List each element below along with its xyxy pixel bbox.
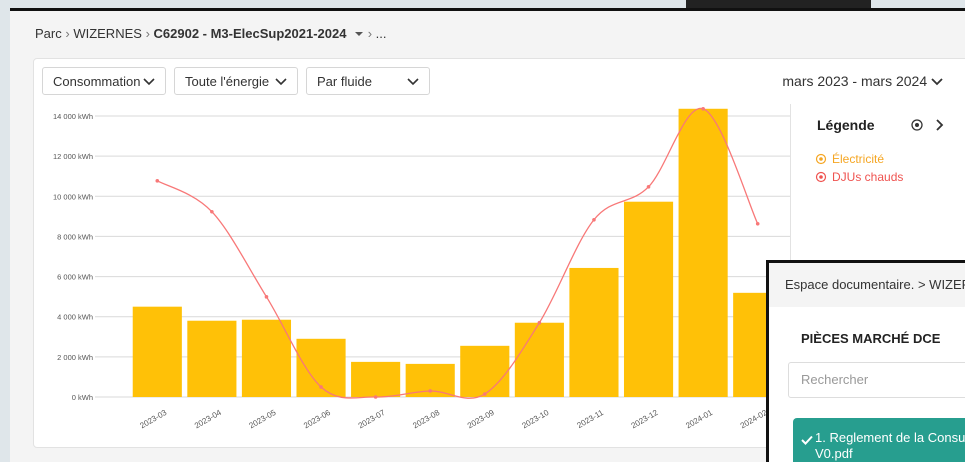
line-point: [155, 179, 160, 183]
legend-label: Électricité: [832, 152, 885, 166]
period-selector[interactable]: mars 2023 - mars 2024: [782, 73, 943, 89]
bar: [351, 361, 401, 397]
x-tick-label: 2023-09: [466, 408, 496, 431]
y-tick-label: 10 000 kWh: [53, 192, 93, 201]
bar: [132, 306, 182, 397]
line-point: [592, 217, 596, 222]
y-tick-label: 8 000 kWh: [57, 232, 93, 241]
crumb[interactable]: Parc: [35, 26, 62, 41]
line-point: [482, 392, 487, 396]
legend-label: DJUs chauds: [832, 170, 904, 184]
legend-controls[interactable]: [910, 117, 950, 133]
bar: [569, 267, 619, 397]
bar: [460, 345, 510, 397]
y-tick-label: 0 kWh: [72, 393, 93, 402]
bar: [241, 319, 292, 397]
window-edge: [686, 0, 871, 10]
dropdown[interactable]: Consommation: [42, 67, 166, 95]
bar: [187, 320, 237, 397]
crumb[interactable]: ...: [375, 26, 387, 41]
dropdown-label: Par fluide: [317, 74, 372, 89]
y-tick-label: 2 000 kWh: [57, 353, 93, 362]
line-point: [646, 185, 651, 189]
document-name: V0.pdf: [815, 446, 853, 461]
y-tick-label: 14 000 kWh: [53, 112, 93, 121]
x-tick-label: 2023-12: [630, 408, 660, 431]
documents-breadcrumb: Espace documentaire. > WIZER: [769, 263, 965, 307]
legend: Électricité DJUs chauds: [815, 150, 903, 186]
dropdown[interactable]: Toute l'énergie: [174, 67, 298, 95]
x-tick-label: 2023-06: [302, 408, 332, 431]
x-tick-label: 2023-08: [411, 408, 441, 431]
legend-title: Légende: [817, 117, 875, 133]
x-tick-label: 2024-02: [739, 408, 769, 431]
x-tick-label: 2023-05: [248, 408, 278, 431]
x-tick-label: 2023-07: [357, 408, 387, 431]
document-item[interactable]: 1. Reglement de la Consu V0.pdf: [793, 418, 965, 462]
line-point: [319, 385, 323, 389]
x-tick-label: 2023-10: [520, 408, 550, 431]
line: [156, 108, 759, 399]
line-point: [537, 320, 542, 325]
bar: [623, 201, 674, 397]
search-placeholder: Rechercher: [801, 372, 869, 387]
x-tick-label: 2023-04: [193, 408, 223, 431]
crumb[interactable]: C62902 - M3-ElecSup2021-2024: [153, 26, 347, 41]
bar: [678, 108, 728, 397]
x-tick-label: 2024-01: [684, 408, 714, 431]
line-point: [373, 395, 378, 399]
dropdown-label: Toute l'énergie: [185, 74, 270, 89]
documents-panel: Espace documentaire. > WIZER PIÈCES MARC…: [766, 260, 965, 462]
legend-icon: [815, 171, 827, 183]
line-point: [701, 106, 705, 111]
period: mars 2023 - mars 2024: [782, 73, 928, 89]
bar: [514, 322, 564, 397]
x-tick-label: 2023-03: [138, 408, 168, 431]
line-point: [428, 389, 433, 393]
legend-item[interactable]: Électricité: [815, 150, 903, 168]
y-tick-label: 12 000 kWh: [53, 152, 93, 161]
documents-title: PIÈCES MARCHÉ DCE: [801, 331, 941, 346]
search-box[interactable]: Rechercher: [788, 362, 965, 398]
x-tick-label: 2023-11: [576, 408, 606, 430]
document-name: 1. Reglement de la Consu: [815, 430, 965, 445]
legend-icon: [815, 153, 827, 165]
crumb[interactable]: WIZERNES: [73, 26, 142, 41]
legend-item[interactable]: DJUs chauds: [815, 168, 903, 186]
y-tick-label: 6 000 kWh: [57, 273, 93, 282]
line-point: [755, 221, 760, 226]
breadcrumb: Parc › WIZERNES › C62902 - M3-ElecSup202…: [35, 26, 387, 41]
dropdown-label: Consommation: [53, 74, 141, 89]
line-point: [210, 209, 214, 214]
line-point: [264, 295, 269, 299]
dropdown[interactable]: Par fluide: [306, 67, 430, 95]
y-tick-label: 4 000 kWh: [57, 313, 93, 322]
